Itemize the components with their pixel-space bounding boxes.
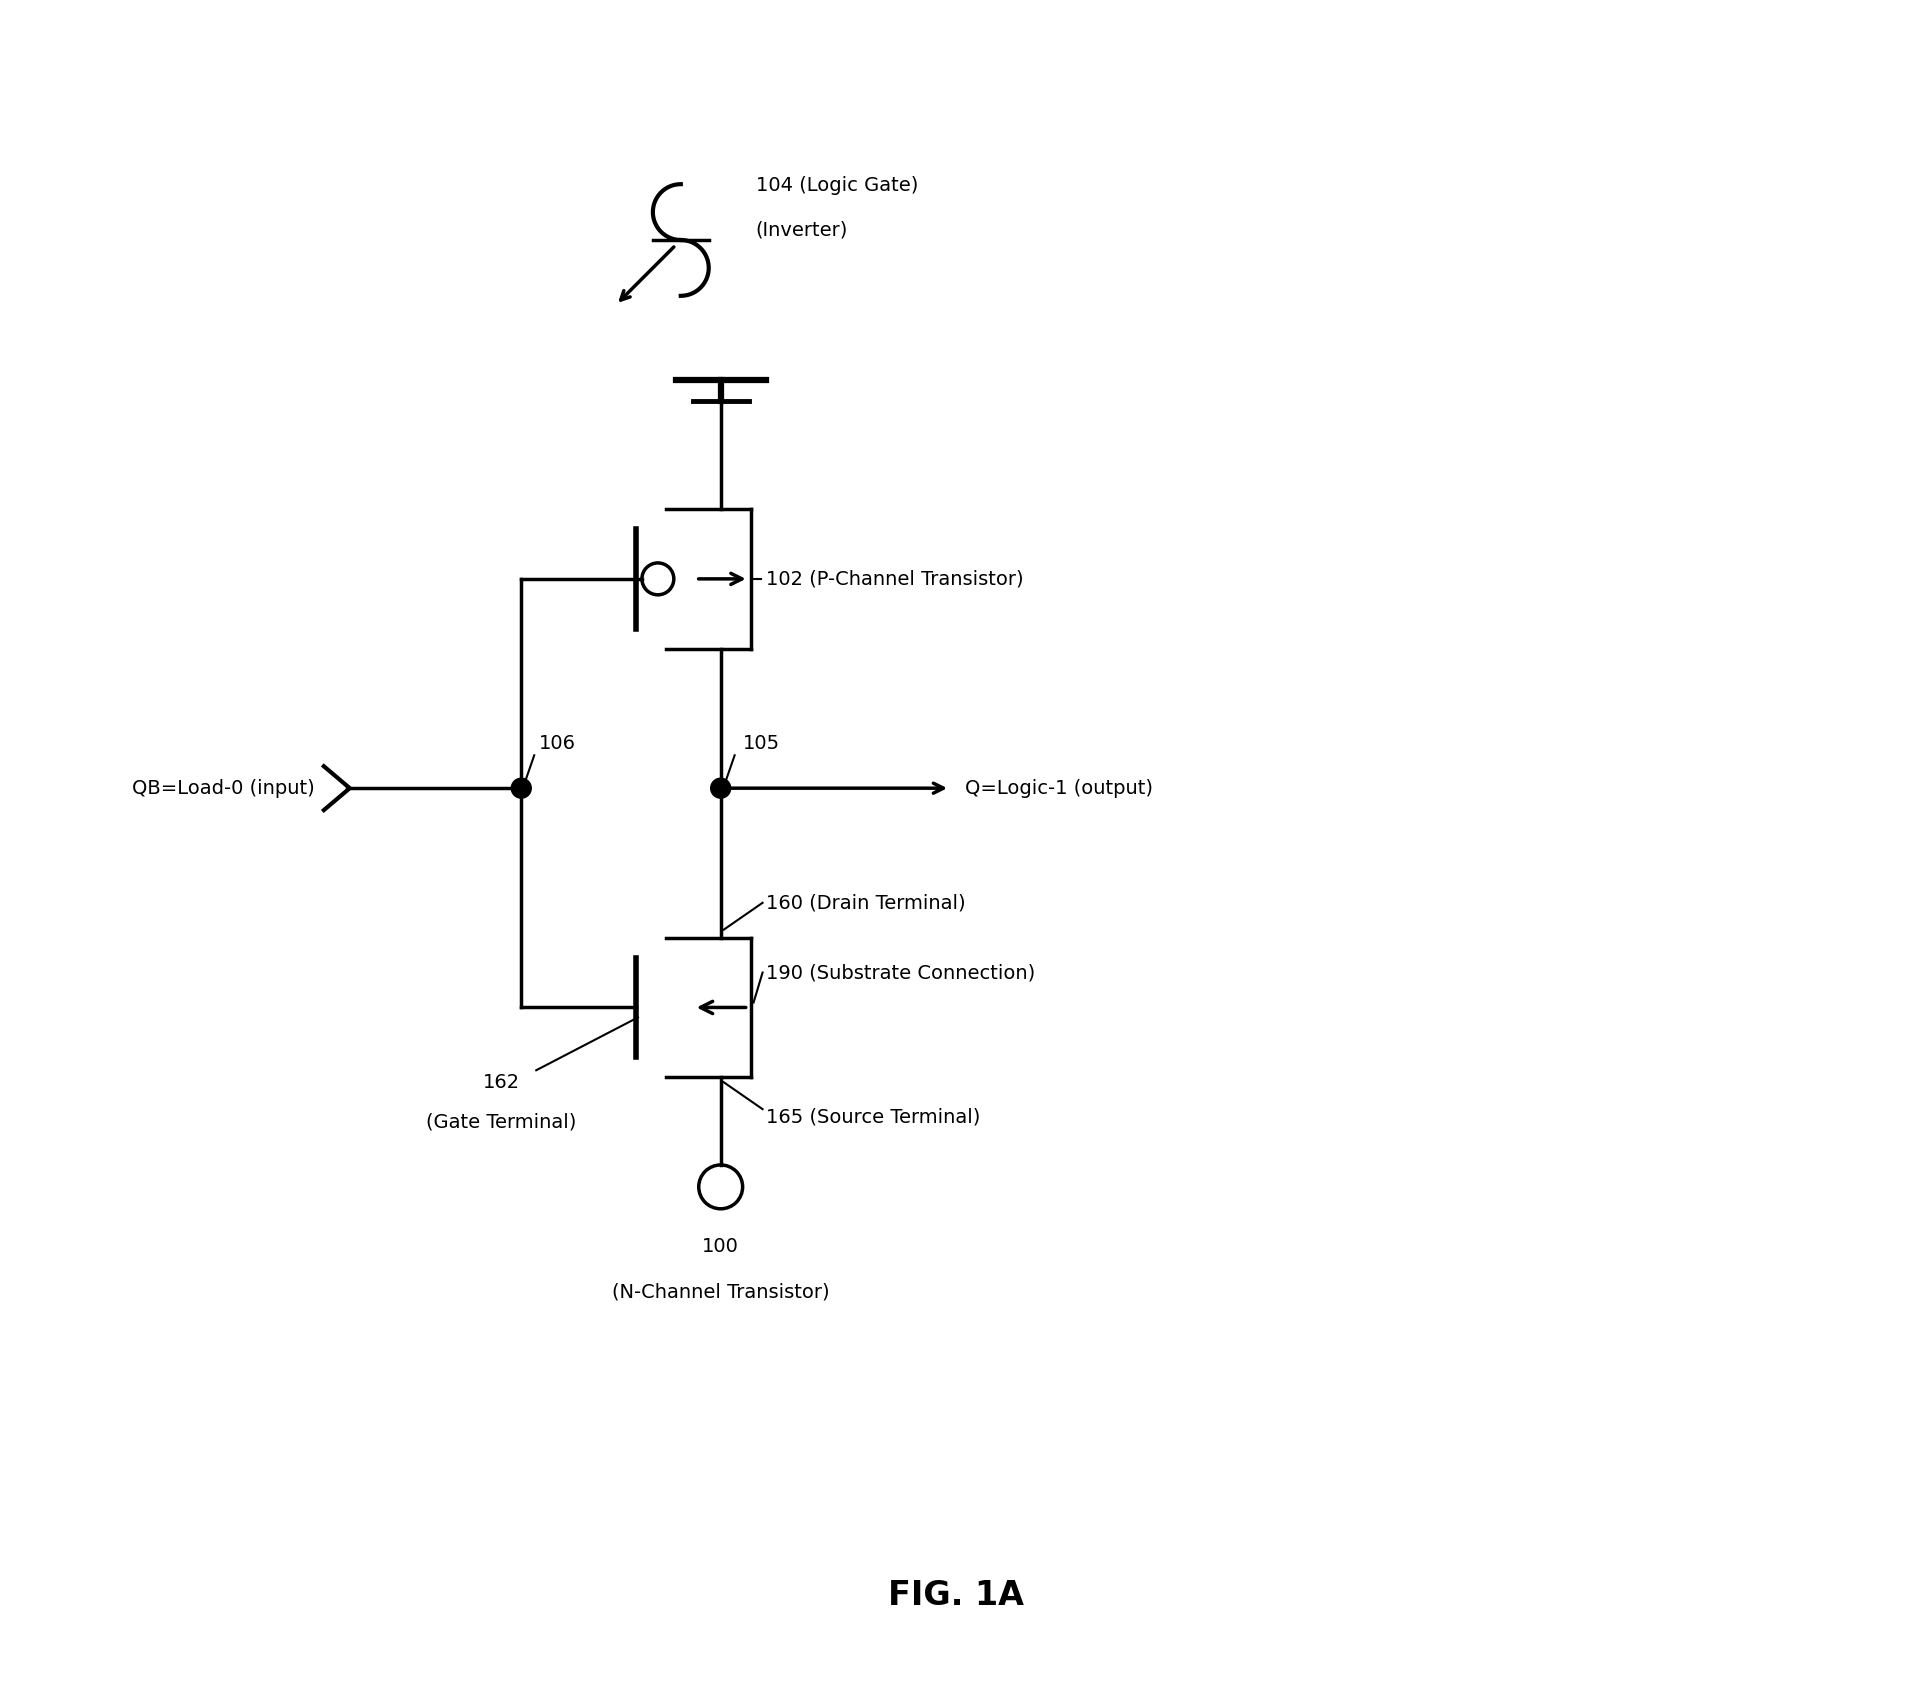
Text: (N-Channel Transistor): (N-Channel Transistor)	[612, 1281, 830, 1301]
Text: Q=Logic-1 (output): Q=Logic-1 (output)	[966, 778, 1153, 798]
Circle shape	[711, 778, 730, 798]
Text: 100: 100	[702, 1237, 740, 1256]
Text: FIG. 1A: FIG. 1A	[887, 1578, 1025, 1612]
Text: 106: 106	[539, 734, 576, 753]
Text: 162: 162	[482, 1072, 520, 1092]
Text: 105: 105	[742, 734, 780, 753]
Text: 102 (P-Channel Transistor): 102 (P-Channel Transistor)	[765, 569, 1023, 589]
Text: 104 (Logic Gate): 104 (Logic Gate)	[755, 176, 918, 194]
Text: 160 (Drain Terminal): 160 (Drain Terminal)	[765, 893, 966, 912]
Text: QB=Load-0 (input): QB=Load-0 (input)	[132, 778, 315, 798]
Text: 190 (Substrate Connection): 190 (Substrate Connection)	[765, 964, 1034, 982]
Text: (Gate Terminal): (Gate Terminal)	[426, 1112, 577, 1131]
Circle shape	[511, 778, 532, 798]
Text: 165 (Source Terminal): 165 (Source Terminal)	[765, 1107, 981, 1126]
Text: (Inverter): (Inverter)	[755, 221, 847, 240]
